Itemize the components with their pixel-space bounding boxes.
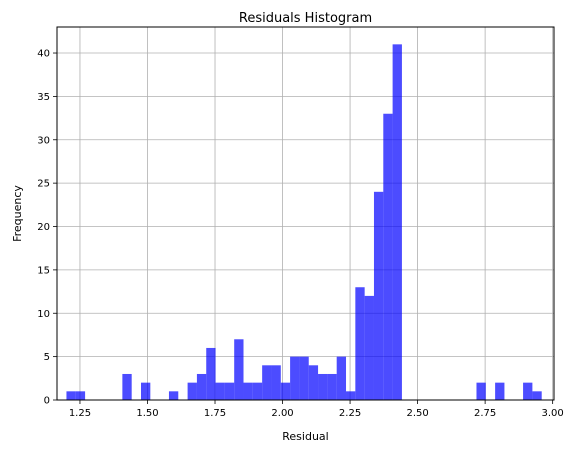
x-tick-label: 2.75 (474, 408, 496, 419)
histogram-bar (122, 373, 132, 400)
histogram-bar (206, 347, 216, 400)
histogram-bar (308, 365, 319, 400)
plot-frame (56, 26, 555, 401)
x-tick-label: 2.00 (271, 408, 293, 419)
y-tick-label: 40 (37, 49, 50, 60)
x-tick-label: 2.25 (339, 408, 361, 419)
histogram-bar (280, 382, 291, 400)
y-axis-title: Frequency (11, 185, 24, 242)
histogram-bar (327, 373, 337, 400)
histogram-bar (262, 365, 272, 400)
y-axis-ticks: 0 5 10 15 20 25 30 35 40 (37, 49, 57, 407)
chart-title: Residuals Histogram (239, 11, 372, 26)
y-tick-label: 20 (37, 222, 50, 233)
histogram-bar (224, 382, 235, 400)
histogram-bar (318, 373, 328, 400)
x-axis-ticks: 1.25 1.50 1.75 2.00 2.25 2.50 2.75 3.00 (69, 400, 564, 419)
grid-lines (57, 27, 554, 401)
y-tick-label: 15 (37, 265, 50, 276)
histogram-bar (290, 356, 300, 400)
histogram-bar (383, 113, 393, 400)
histogram-bar (532, 391, 542, 400)
histogram-bar (168, 391, 179, 400)
histogram-bar (336, 356, 347, 400)
x-tick-label: 1.50 (136, 408, 158, 419)
y-tick-label: 5 (44, 352, 50, 363)
histogram-bar (364, 295, 374, 400)
y-tick-label: 0 (44, 396, 50, 407)
histogram-bar (523, 382, 533, 400)
histogram-bar (476, 382, 486, 400)
histogram-bar (187, 382, 197, 400)
histogram-bar (392, 44, 402, 400)
y-tick-label: 35 (37, 92, 50, 103)
histogram-bar (75, 391, 86, 400)
x-tick-label: 1.25 (69, 408, 91, 419)
histogram-bars (66, 44, 542, 400)
histogram-bar (243, 382, 253, 400)
histogram-bar (495, 382, 505, 400)
x-tick-label: 1.75 (204, 408, 226, 419)
histogram-bar (373, 191, 384, 400)
x-tick-label: 2.50 (406, 408, 428, 419)
histogram-bar (346, 391, 356, 400)
y-tick-label: 30 (37, 135, 50, 146)
histogram-bar (66, 391, 76, 400)
histogram-bar (355, 287, 365, 400)
histogram-bar (196, 373, 207, 400)
histogram-bar (271, 365, 281, 400)
histogram-bar (234, 339, 244, 400)
plot-background (57, 27, 554, 400)
histogram-bar (141, 382, 151, 400)
histogram-bar (215, 382, 225, 400)
histogram-bar (299, 356, 309, 400)
x-tick-label: 3.00 (542, 408, 564, 419)
x-axis-title: Residual (282, 430, 328, 443)
y-tick-label: 25 (37, 179, 50, 190)
y-tick-label: 10 (37, 309, 50, 320)
histogram-bar (252, 382, 263, 400)
